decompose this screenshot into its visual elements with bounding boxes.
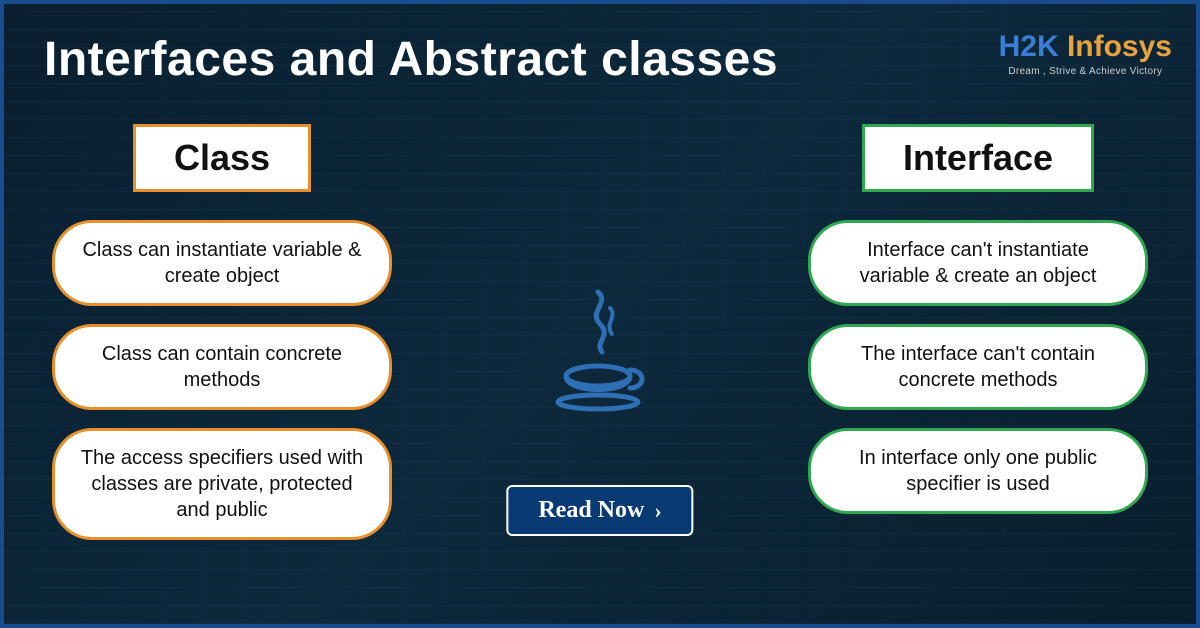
interface-item-3: In interface only one public specifier i… [808, 428, 1148, 514]
read-now-button[interactable]: Read Now › [506, 485, 693, 536]
read-now-label: Read Now [538, 497, 644, 524]
column-interface: Interface Interface can't instantiate va… [808, 124, 1148, 532]
logo-text: H2K Infosys [999, 30, 1172, 64]
brand-logo: H2K Infosys Dream , Strive & Achieve Vic… [999, 30, 1172, 77]
class-item-2: Class can contain concrete methods [52, 324, 392, 410]
class-item-3: The access specifiers used with classes … [52, 428, 392, 540]
chevron-right-icon: › [654, 498, 661, 524]
logo-tagline: Dream , Strive & Achieve Victory [999, 66, 1172, 77]
heading-interface: Interface [862, 124, 1094, 192]
logo-part2: Infosys [1059, 30, 1172, 63]
column-class: Class Class can instantiate variable & c… [52, 124, 392, 558]
interface-item-1: Interface can't instantiate variable & c… [808, 220, 1148, 306]
page-title: Interfaces and Abstract classes [44, 32, 778, 87]
heading-class: Class [133, 124, 311, 192]
logo-part1: H2K [999, 30, 1059, 63]
interface-item-2: The interface can't contain concrete met… [808, 324, 1148, 410]
infographic-frame: Interfaces and Abstract classes H2K Info… [0, 0, 1200, 628]
java-icon [550, 284, 650, 419]
class-item-1: Class can instantiate variable & create … [52, 220, 392, 306]
